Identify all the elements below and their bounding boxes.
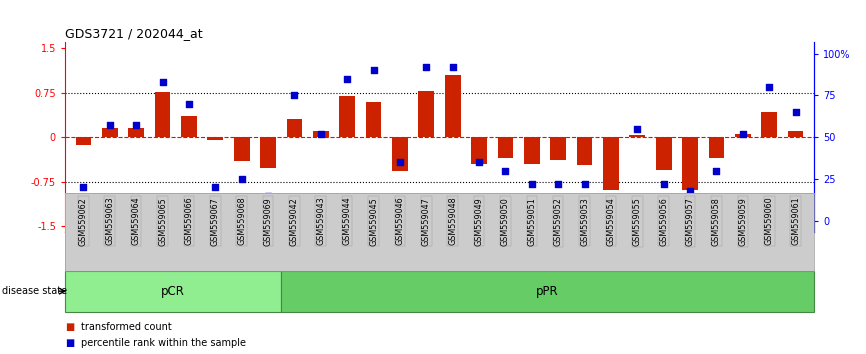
Text: GSM559067: GSM559067 [210,197,220,246]
Text: pCR: pCR [161,285,185,298]
Text: GSM559049: GSM559049 [475,197,483,246]
Point [182,101,196,107]
Text: GSM559058: GSM559058 [712,197,721,246]
Text: GSM559063: GSM559063 [106,197,114,245]
Point [525,181,539,187]
Bar [181,116,197,137]
Bar [498,137,514,158]
Text: ■: ■ [65,338,74,348]
Bar [418,91,434,137]
Point [129,122,143,128]
Point [683,188,697,193]
Bar [339,96,355,137]
Point [709,168,723,173]
Bar [392,137,408,171]
Bar [577,137,592,165]
Text: GSM559042: GSM559042 [290,197,299,246]
Text: disease state: disease state [2,286,67,296]
Point [156,79,170,85]
Bar [281,271,814,312]
Text: GSM559053: GSM559053 [580,197,589,246]
Point [209,184,223,190]
Point [578,181,591,187]
Bar [630,135,645,137]
Bar [761,112,777,137]
Point [313,131,327,137]
Text: GSM559069: GSM559069 [263,197,273,246]
Text: percentile rank within the sample: percentile rank within the sample [81,338,246,348]
Text: GSM559044: GSM559044 [343,197,352,245]
Text: GSM559048: GSM559048 [449,197,457,245]
Bar [287,119,302,137]
Text: GSM559061: GSM559061 [791,197,800,245]
Point [499,168,513,173]
Point [630,126,644,132]
Bar [524,137,540,164]
Point [340,76,354,81]
Bar [260,137,276,168]
Point [103,122,117,128]
Point [419,64,433,70]
Text: GSM559065: GSM559065 [158,197,167,246]
Text: pPR: pPR [536,285,559,298]
Bar [207,137,223,140]
Bar [708,137,724,158]
Bar [471,137,487,164]
Text: GSM559046: GSM559046 [396,197,404,245]
Bar [75,137,91,145]
Point [288,93,301,98]
Text: GSM559052: GSM559052 [553,197,563,246]
Bar [735,134,751,137]
Text: GSM559064: GSM559064 [132,197,140,245]
Bar [365,102,381,137]
Bar [788,131,804,137]
Bar [656,137,672,170]
Point [76,184,90,190]
Bar [155,92,171,137]
Point [446,64,460,70]
Bar [603,137,619,190]
Point [789,109,803,115]
Text: GSM559057: GSM559057 [686,197,695,246]
Text: GSM559051: GSM559051 [527,197,536,246]
Text: GSM559062: GSM559062 [79,197,88,246]
Text: GSM559060: GSM559060 [765,197,773,245]
Text: GSM559055: GSM559055 [633,197,642,246]
Bar [313,131,329,137]
Point [762,84,776,90]
Text: ■: ■ [65,322,74,332]
Point [552,181,565,187]
Bar [682,137,698,190]
Text: GSM559054: GSM559054 [606,197,616,246]
Point [472,159,486,165]
Text: GSM559059: GSM559059 [739,197,747,246]
Bar [128,128,144,137]
Bar [234,137,249,161]
Text: GDS3721 / 202044_at: GDS3721 / 202044_at [65,27,203,40]
Point [736,131,750,137]
Text: GSM559045: GSM559045 [369,197,378,246]
Text: GSM559068: GSM559068 [237,197,246,245]
Text: GSM559043: GSM559043 [316,197,326,245]
Point [366,68,380,73]
Bar [65,271,281,312]
Point [393,159,407,165]
Point [235,176,249,182]
Bar [550,137,566,160]
Bar [445,75,461,137]
Text: GSM559050: GSM559050 [501,197,510,246]
Text: GSM559066: GSM559066 [184,197,193,245]
Text: GSM559056: GSM559056 [659,197,669,246]
Text: transformed count: transformed count [81,322,171,332]
Point [604,210,617,215]
Point [656,181,670,187]
Bar [102,128,118,137]
Text: GSM559047: GSM559047 [422,197,430,246]
Point [262,193,275,199]
